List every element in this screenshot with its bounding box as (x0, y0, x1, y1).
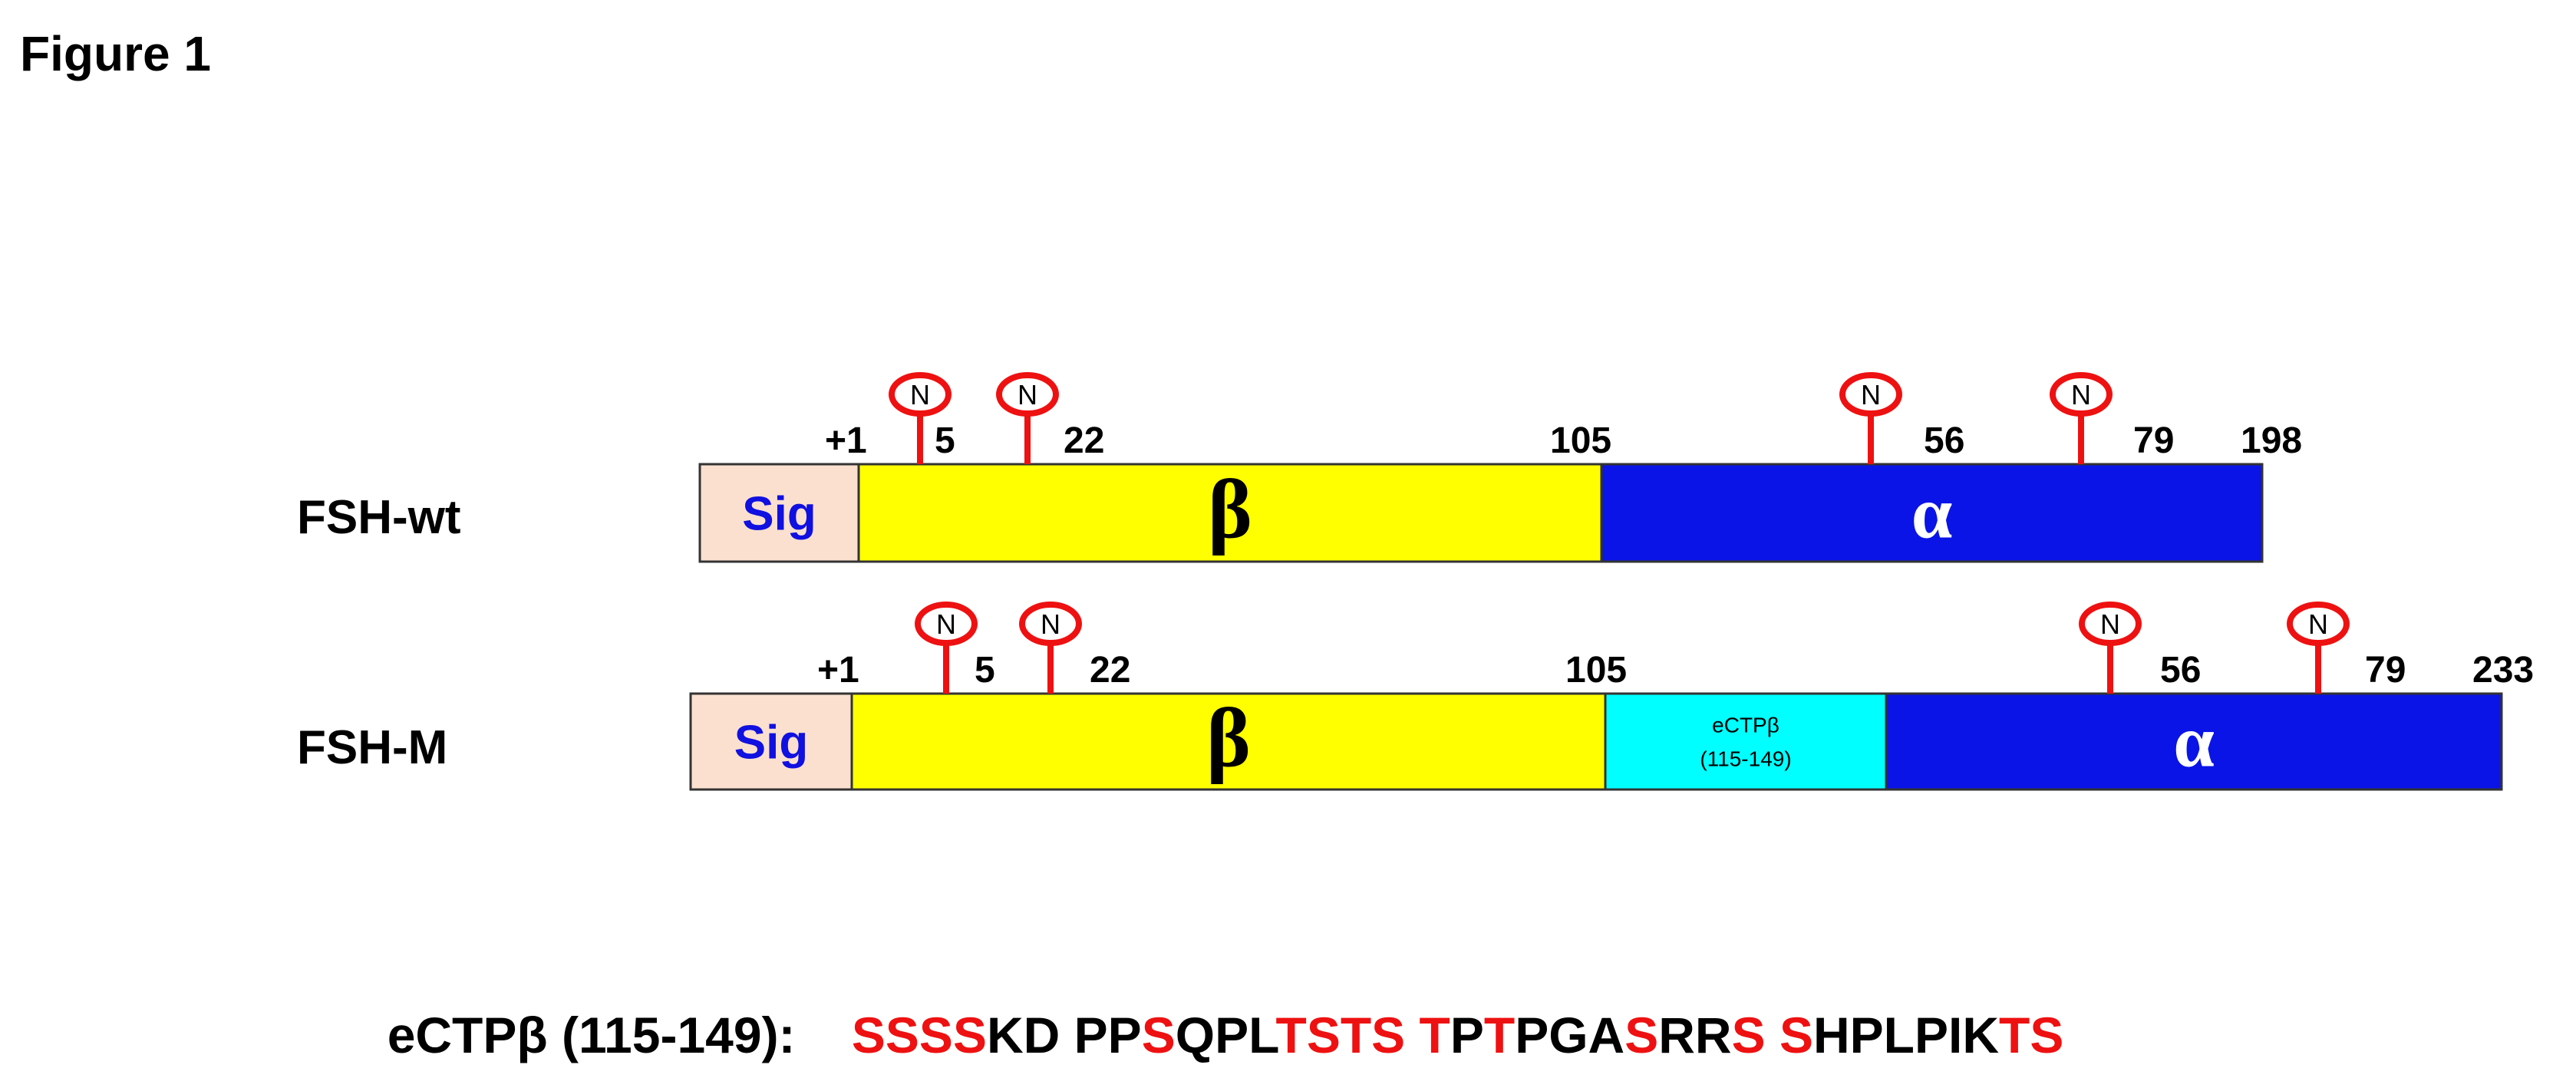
glycosylation-label: N (2071, 379, 2091, 410)
glycosylation-label: N (2100, 608, 2120, 640)
domain-label: Sig (742, 488, 816, 541)
domain-label: α (2173, 701, 2215, 783)
sequence-segment: P (1450, 1007, 1484, 1063)
position-label: 105 (1550, 420, 1611, 461)
glycosylation-label: N (2308, 608, 2328, 640)
position-label: 233 (2472, 650, 2534, 691)
domain-label: eCTPβ (1712, 714, 1779, 737)
sequence: eCTPβ (115-149): SSSSKD PPSQPLTSTS TPTPG… (317, 1007, 2063, 1063)
glycosylation-label: N (1041, 608, 1060, 640)
sequence-segment: HPLPIK (1813, 1007, 1999, 1063)
glycosylation-oval (2079, 602, 2142, 646)
glycosylation-label: N (1018, 379, 1037, 410)
position-label: 5 (975, 650, 995, 691)
domain-sublabel: (115-149) (1700, 747, 1791, 771)
position-label: 22 (1090, 650, 1130, 691)
position-label: 56 (1924, 420, 1964, 461)
position-label: 56 (2160, 650, 2201, 691)
sequence-segment: T (1484, 1007, 1515, 1063)
position-label: 79 (2133, 420, 2174, 461)
position-label: 5 (935, 420, 955, 461)
position-label: +1 (825, 420, 867, 461)
domain (850, 692, 1607, 791)
domain-label: β (1208, 463, 1252, 556)
sequence-segment: QPL (1176, 1007, 1278, 1063)
glycosylation-label: N (936, 608, 956, 640)
sequence-segment: S S (1732, 1007, 1813, 1063)
domain (1604, 692, 1888, 791)
domain (1600, 463, 2264, 563)
glycosylation-oval (2050, 372, 2113, 417)
glycosylation-oval (1019, 602, 1082, 646)
sequence-segment: S (1624, 1007, 1658, 1063)
position-label: 79 (2365, 650, 2406, 691)
sequence-segment: RR (1658, 1007, 1731, 1063)
domain-label: α (1911, 472, 1953, 554)
position-label: 105 (1565, 650, 1627, 691)
domain (698, 463, 860, 563)
sequence-segment: TSTS T (1276, 1007, 1450, 1063)
domain (857, 463, 1603, 563)
position-label: 22 (1064, 420, 1104, 461)
figure-label: Figure 1 (20, 26, 211, 81)
sequence-segment: S (1142, 1007, 1176, 1063)
sequence-label: eCTPβ (115-149): (388, 1007, 796, 1063)
glycosylation-label: N (910, 379, 930, 410)
constructs: FSH-wt Sig β α +1 5 22 105 56 79 198 N N N N FSH-M Sig β e… (297, 372, 2534, 791)
sequence-segment: TS (1999, 1007, 2063, 1063)
glycosylation-label: N (1861, 379, 1881, 410)
position-label: +1 (817, 650, 859, 691)
construct-name: FSH-M (297, 721, 447, 774)
domain-label: Sig (734, 717, 808, 770)
position-label: 198 (2241, 420, 2302, 461)
glycosylation-oval (889, 372, 952, 417)
construct-name: FSH-wt (297, 491, 461, 544)
glycosylation-oval (915, 602, 978, 646)
sequence-segment: KD PP (987, 1007, 1142, 1063)
sequence-gap (838, 1007, 852, 1063)
glycosylation-oval (2287, 602, 2350, 646)
domain-label: β (1206, 691, 1251, 785)
glycosylation-oval (996, 372, 1059, 417)
domain (1885, 692, 2503, 791)
sequence-segment: SSSS (852, 1007, 987, 1063)
sequence-segment: PGA (1515, 1007, 1624, 1063)
glycosylation-oval (1839, 372, 1902, 417)
